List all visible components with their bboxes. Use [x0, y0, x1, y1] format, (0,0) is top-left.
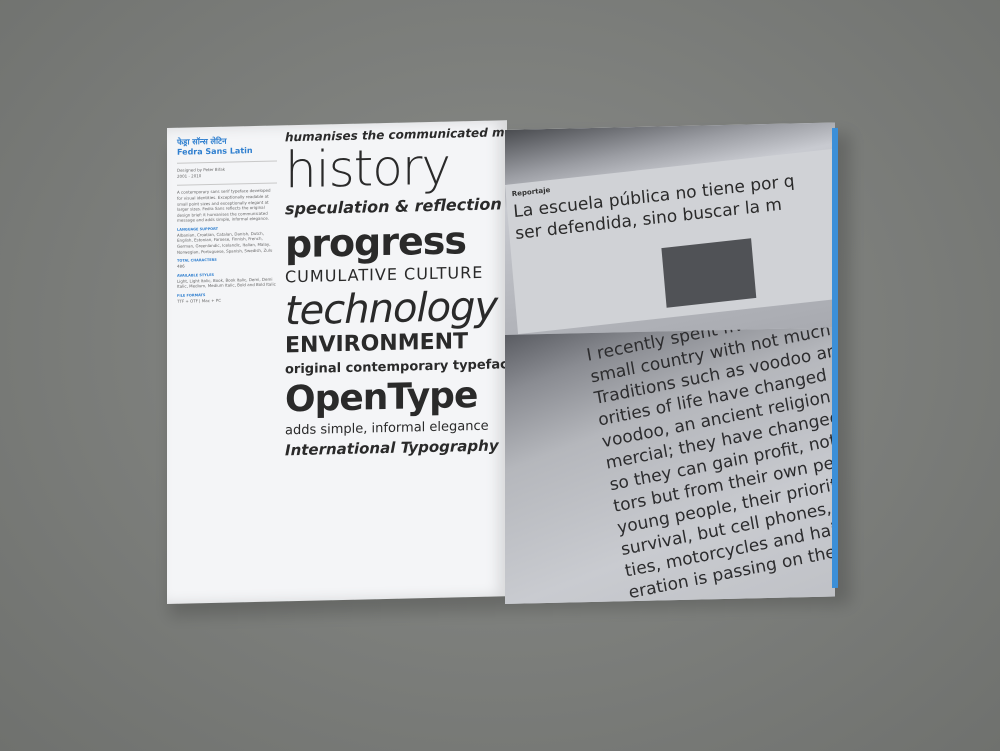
specimen-line: International Typography [285, 436, 499, 460]
newspaper-image [661, 238, 757, 308]
sidebar-info: फेड्रा सॉन्स लेटिन Fedra Sans Latin Desi… [177, 136, 277, 305]
design-years: 2001 - 2010 [177, 173, 202, 179]
type-specimen: humanises the communicated message histo… [285, 124, 507, 460]
specimen-line: CUMULATIVE CULTURE [285, 262, 484, 287]
cover-edge [832, 127, 838, 589]
paragraph-block: I recently spent five months in Be small… [585, 328, 835, 604]
specimen-line: technology [285, 283, 498, 335]
divider [177, 182, 277, 187]
specimen-line: original contemporary typeface [285, 357, 507, 378]
languages-text: Albanian, Croatian, Catalan, Danish, Dut… [177, 230, 273, 255]
description-text: A contemporary sans serif typeface devel… [177, 188, 271, 224]
left-page: फेड्रा सॉन्स लेटिन Fedra Sans Latin Desi… [167, 120, 507, 605]
specimen-line: history [285, 137, 450, 200]
newspaper-clipping: Reportaje La escuela pública no tiene po… [505, 147, 835, 335]
specimen-line: progress [285, 218, 466, 267]
newspaper-photo: Reportaje La escuela pública no tiene po… [505, 122, 835, 335]
book-text-photo: I recently spent five months in Be small… [505, 327, 835, 604]
specimen-line: ENVIRONMENT [285, 329, 469, 359]
divider [177, 160, 277, 164]
specimen-line: OpenType [285, 374, 478, 421]
right-page: Reportaje La escuela pública no tiene po… [505, 122, 835, 604]
specimen-line: adds simple, informal elegance [285, 418, 489, 439]
styles-text: Light, Light Italic, Book, Book Italic, … [177, 276, 276, 289]
heading-latin: Fedra Sans Latin [177, 145, 253, 157]
newspaper-section: Reportaje [511, 186, 551, 199]
specimen-line: speculation & reflection [285, 194, 502, 219]
